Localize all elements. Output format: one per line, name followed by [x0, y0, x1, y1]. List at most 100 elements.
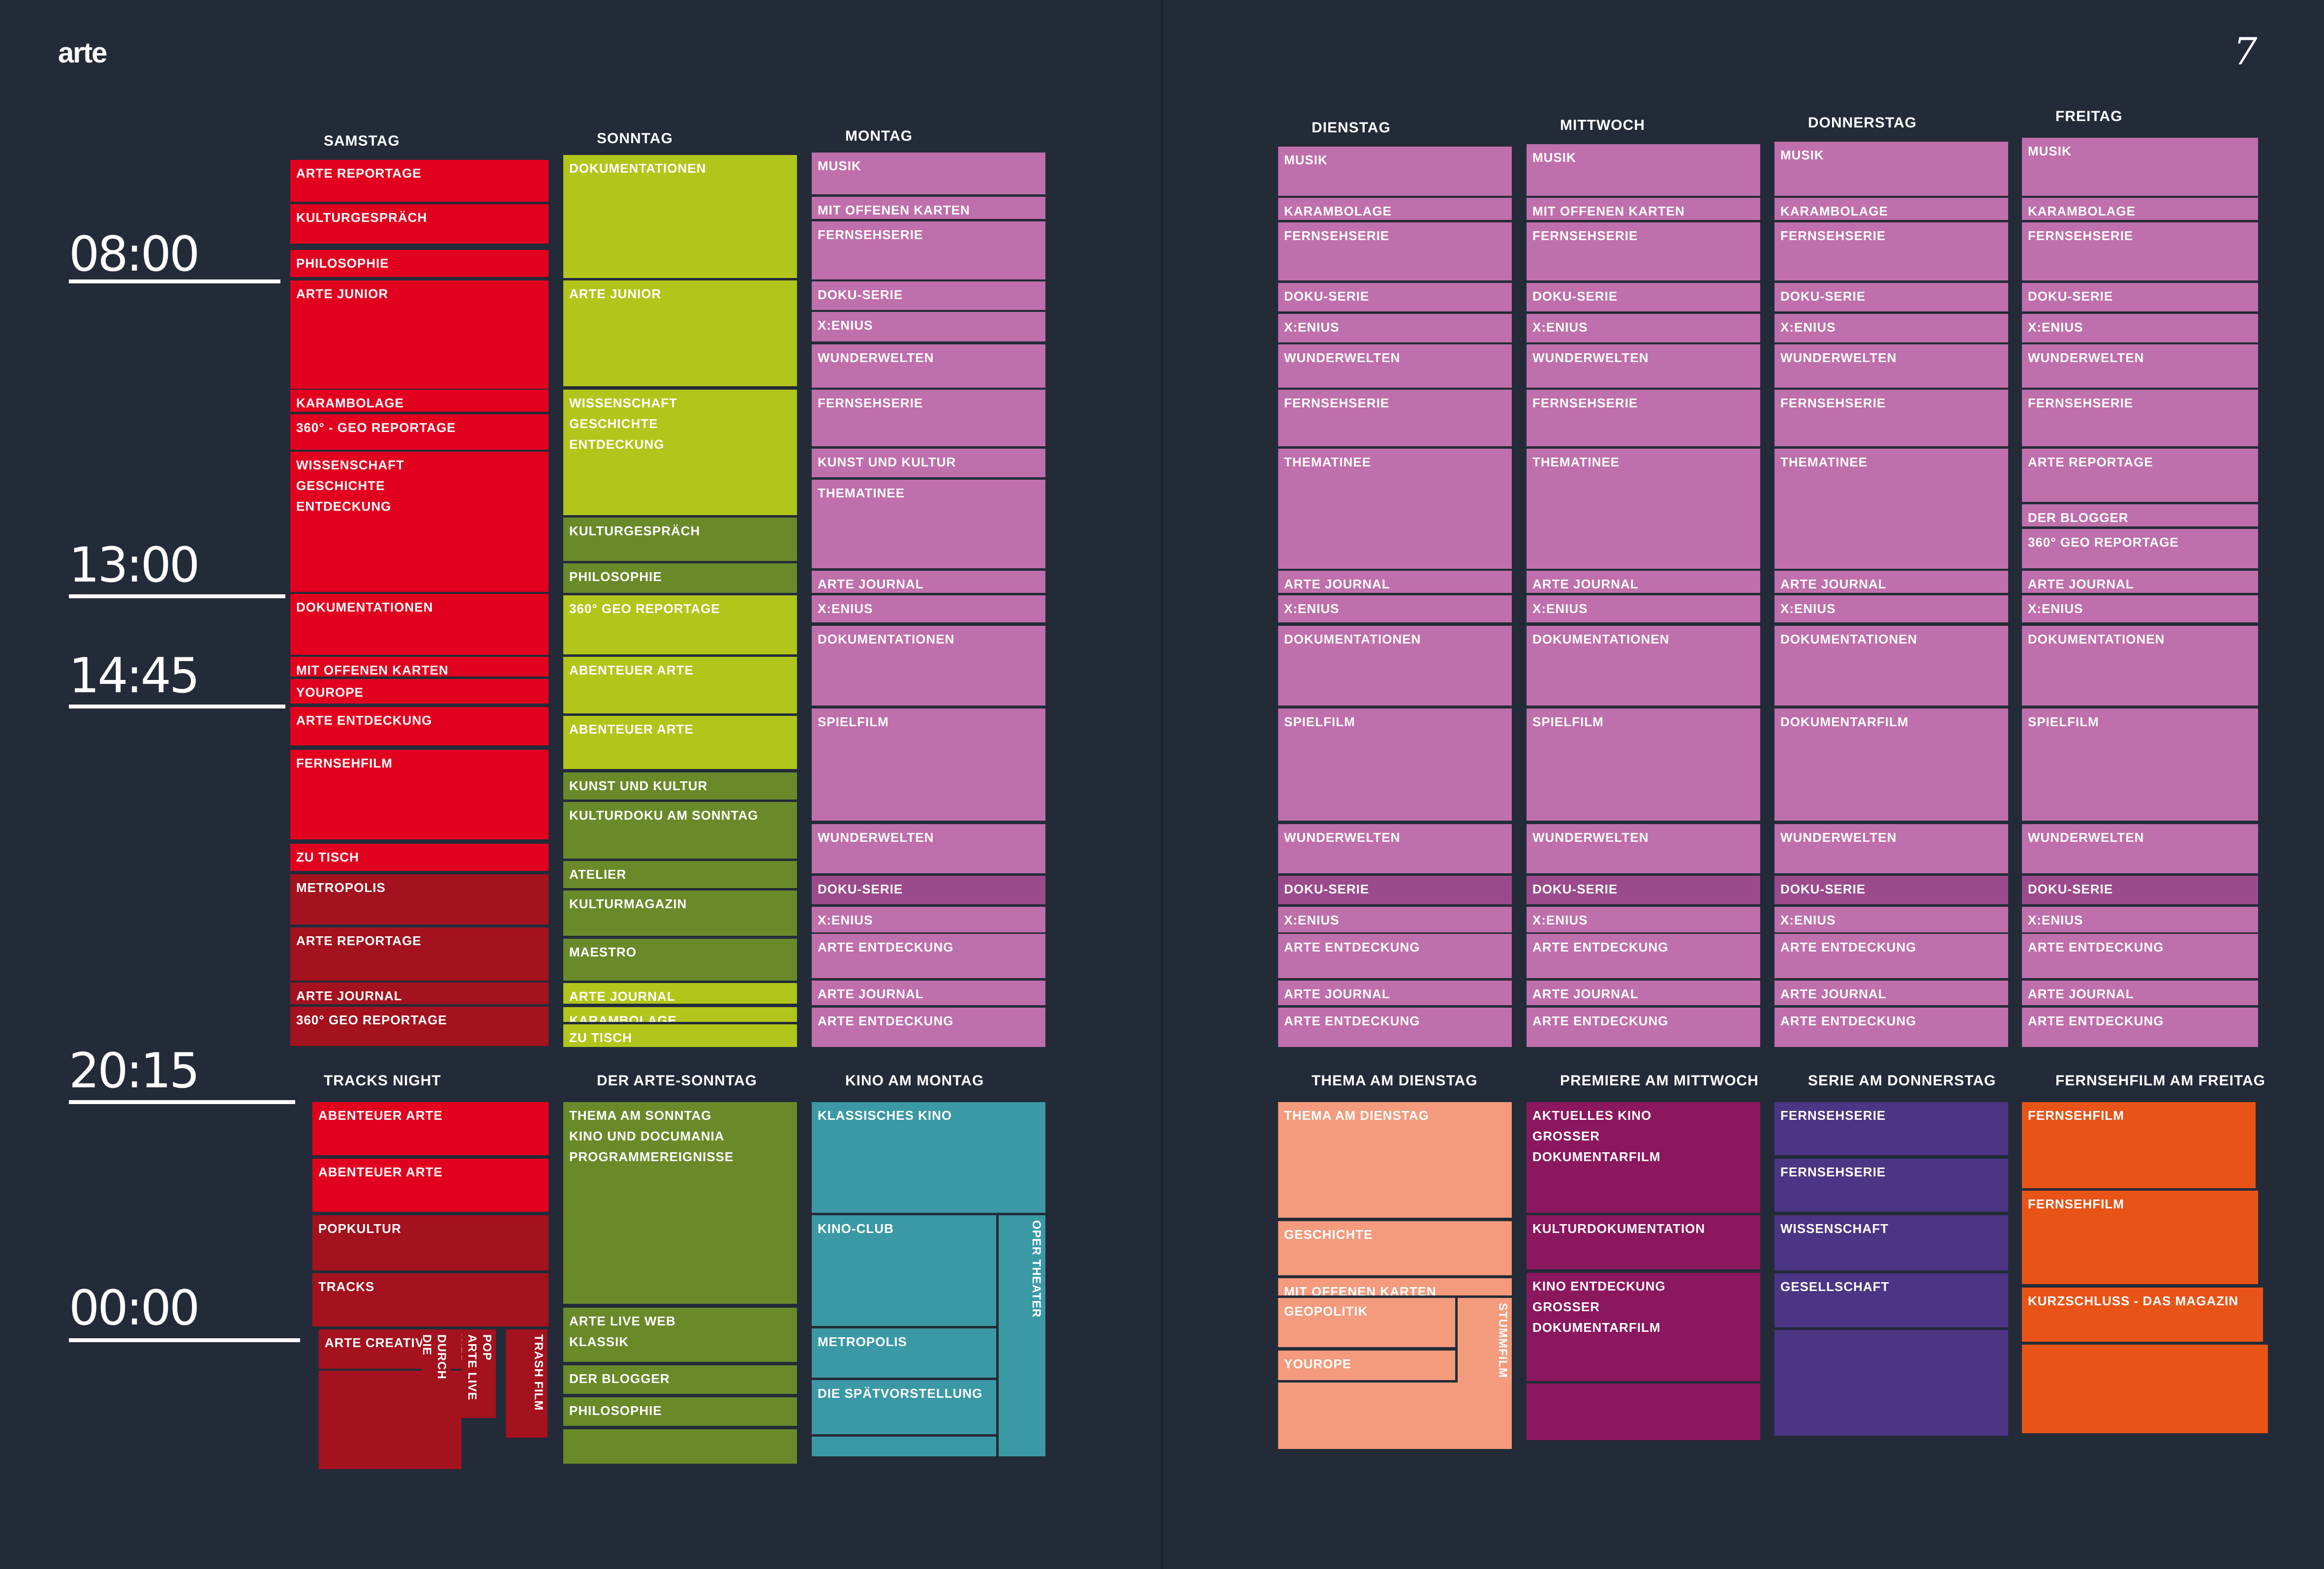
- programme-block: FERNSEHSERIE: [1527, 222, 1760, 280]
- programme-label: ATELIER: [569, 867, 627, 882]
- programme-block: KULTURGESPRÄCH: [563, 518, 797, 561]
- programme-label: DOKU-SERIE: [818, 882, 903, 896]
- programme-label: ZU TISCH: [296, 850, 359, 864]
- programme-block: ARTE REPORTAGE: [290, 927, 549, 981]
- programme-label: OPER THEATER: [1030, 1220, 1043, 1318]
- programme-label: DOKU-SERIE: [1284, 289, 1370, 304]
- programme-label: THEMATINEE: [818, 486, 905, 500]
- programme-label: KINO-CLUB: [818, 1221, 894, 1236]
- programme-block: X:ENIUS: [2022, 314, 2258, 342]
- programme-block: KARAMBOLAGE: [2022, 198, 2258, 220]
- programme-block: FERNSEHSERIE: [812, 221, 1045, 279]
- night-header-donnerstag: SERIE AM DONNERSTAG: [1808, 1073, 1996, 1089]
- programme-label: MUSIK: [2028, 144, 2072, 158]
- day-header-sonntag: SONNTAG: [597, 130, 673, 147]
- programme-label: DOKU-SERIE: [1532, 882, 1618, 896]
- programme-block: FERNSEHSERIE: [2022, 222, 2258, 280]
- night-programme-block: POPKULTUR: [312, 1215, 549, 1270]
- programme-label: ENTDECKUNG: [569, 437, 665, 452]
- programme-label: DOKUMENTATIONEN: [2028, 632, 2165, 646]
- programme-label: GESCHICHTE: [569, 416, 658, 431]
- programme-block: X:ENIUS: [1774, 907, 2008, 932]
- night-programme-block: THEMA AM DIENSTAG: [1278, 1102, 1512, 1218]
- programme-label: DOKUMENTARFILM: [1532, 1149, 1661, 1164]
- programme-label: ARTE LIVE WEB: [461, 1334, 479, 1401]
- programme-label: GESELLSCHAFT: [1780, 1279, 1890, 1294]
- night-header-freitag: FERNSEHFILM AM FREITAG: [2055, 1073, 2265, 1089]
- programme-block: 360° - GEO REPORTAGE: [290, 414, 549, 450]
- programme-label: WISSENSCHAFT: [296, 458, 404, 472]
- night-programme-block: KINO-CLUB: [812, 1215, 996, 1326]
- night-programme-block: YOUROPE: [1278, 1351, 1455, 1380]
- night-header-samstag: TRACKS NIGHT: [324, 1073, 441, 1089]
- night-programme-block: ABENTEUER ARTE: [312, 1102, 549, 1155]
- programme-label: FERNSEHSERIE: [1780, 1165, 1886, 1179]
- programme-block: MUSIK: [812, 153, 1045, 194]
- programme-label: X:ENIUS: [1284, 601, 1340, 616]
- programme-block: X:ENIUS: [812, 312, 1045, 341]
- programme-label: WUNDERWELTEN: [1780, 830, 1897, 845]
- programme-label: WUNDERWELTEN: [818, 350, 934, 365]
- programme-block: WUNDERWELTEN: [812, 344, 1045, 388]
- programme-label: ARTE ENTDECKUNG: [2028, 940, 2164, 954]
- programme-label: ARTE LIVE WEB: [569, 1314, 676, 1328]
- programme-label: FERNSEHFILM: [296, 756, 393, 770]
- programme-label: ARTE REPORTAGE: [296, 933, 422, 948]
- programme-label: ZU TISCH: [569, 1030, 632, 1045]
- programme-block: X:ENIUS: [1774, 595, 2008, 622]
- night-programme-block: POP ARTE LIVE WEB: [461, 1329, 496, 1418]
- programme-label: MUSIK: [1780, 148, 1824, 162]
- programme-block: DOKUMENTATIONEN: [1527, 626, 1760, 706]
- programme-label: METROPOLIS: [818, 1334, 907, 1349]
- programme-block: WUNDERWELTEN: [1527, 824, 1760, 873]
- programme-label: MAESTRO: [569, 945, 637, 959]
- time-underline: [69, 594, 285, 598]
- night-programme-block: DER BLOGGER: [563, 1365, 797, 1394]
- programme-label: ARTE JOURNAL: [1780, 986, 1887, 1001]
- night-header-dienstag: THEMA AM DIENSTAG: [1312, 1073, 1478, 1089]
- programme-block: ARTE JOURNAL: [1527, 571, 1760, 593]
- programme-block: DOKU-SERIE: [2022, 876, 2258, 904]
- programme-block: ARTE REPORTAGE: [2022, 449, 2258, 502]
- programme-label: X:ENIUS: [1780, 320, 1836, 335]
- night-programme-block: FERNSEHSERIE: [1774, 1102, 2008, 1155]
- programme-label: SPIELFILM: [818, 714, 889, 729]
- programme-label: ARTE JUNIOR: [296, 286, 389, 301]
- programme-block: ZU TISCH: [563, 1024, 797, 1047]
- programme-label: X:ENIUS: [2028, 913, 2083, 927]
- programme-label: FERNSEHSERIE: [1780, 228, 1886, 243]
- time-marker-0: 08:00: [69, 226, 200, 282]
- programme-label: ARTE JOURNAL: [1532, 986, 1639, 1001]
- programme-label: DOKU-SERIE: [1780, 289, 1866, 304]
- programme-block: X:ENIUS: [1278, 314, 1512, 342]
- programme-label: GESCHICHTE: [1284, 1227, 1373, 1242]
- programme-label: MIT OFFENEN KARTEN: [1532, 204, 1685, 218]
- night-header-sonntag: DER ARTE-SONNTAG: [597, 1073, 757, 1089]
- programme-label: KLASSISCHES KINO: [818, 1108, 952, 1123]
- programme-label: WUNDERWELTEN: [1532, 830, 1649, 845]
- programme-label: KINO ENTDECKUNG: [1532, 1279, 1666, 1293]
- programme-block: X:ENIUS: [1527, 595, 1760, 622]
- programme-label: ARTE ENTDECKUNG: [2028, 1014, 2164, 1028]
- programme-label: FERNSEHSERIE: [1780, 396, 1886, 410]
- night-programme-block: FERNSEHSERIE: [1774, 1159, 2008, 1212]
- programme-label: KULTURDOKU AM SONNTAG: [569, 808, 759, 823]
- programme-block: WUNDERWELTEN: [2022, 824, 2258, 873]
- time-underline: [69, 279, 280, 283]
- night-programme-block: KULTURDOKUMENTATION: [1527, 1215, 1760, 1269]
- programme-block: WISSENSCHAFT GESCHICHTE ENTDECKUNG: [290, 452, 549, 592]
- programme-label: ABENTEUER ARTE: [318, 1108, 443, 1123]
- programme-block: SPIELFILM: [1278, 708, 1512, 821]
- programme-block: WUNDERWELTEN: [812, 824, 1045, 873]
- programme-block: X:ENIUS: [812, 907, 1045, 932]
- programme-label: WUNDERWELTEN: [1532, 350, 1649, 365]
- time-marker-3: 20:15: [69, 1043, 200, 1099]
- programme-label: X:ENIUS: [818, 318, 873, 333]
- programme-block: ARTE JOURNAL: [812, 571, 1045, 593]
- programme-label: MUSIK: [1284, 153, 1328, 167]
- programme-block: X:ENIUS: [2022, 907, 2258, 932]
- programme-label: SPIELFILM: [2028, 714, 2099, 729]
- programme-block: ARTE JOURNAL: [812, 981, 1045, 1005]
- night-programme-block: FERNSEHFILM: [2022, 1191, 2258, 1284]
